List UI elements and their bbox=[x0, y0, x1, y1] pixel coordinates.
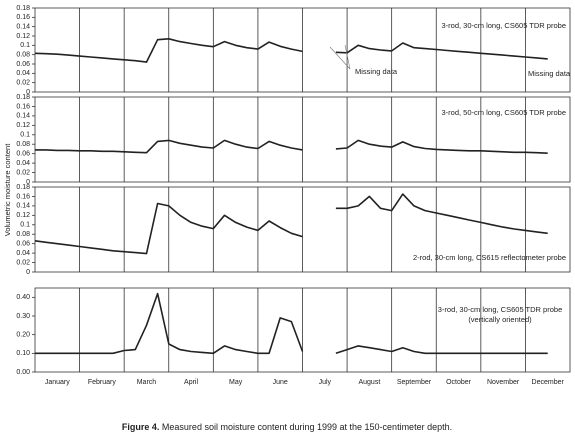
annotation: 2-rod, 30-cm long, CS615 reflectometer p… bbox=[413, 253, 566, 262]
caption-text: Measured soil moisture content during 19… bbox=[162, 422, 452, 432]
y-tick-label: 0.12 bbox=[16, 122, 30, 129]
annotation: Missing data bbox=[528, 69, 571, 78]
annotation: 3-rod, 30-cm long, CS605 TDR probe bbox=[441, 21, 566, 30]
y-tick-label: 0.02 bbox=[16, 80, 30, 87]
y-tick-label: 0.02 bbox=[16, 169, 30, 176]
y-tick-label: 0.10 bbox=[16, 350, 30, 357]
x-tick-label: March bbox=[137, 379, 157, 386]
annotation: Missing data bbox=[355, 67, 398, 76]
y-tick-label: 0 bbox=[26, 269, 30, 276]
y-tick-label: 0.1 bbox=[20, 132, 30, 139]
y-tick-label: 0.1 bbox=[20, 42, 30, 49]
annotation: 3-rod, 30-cm long, CS605 TDR probe bbox=[438, 305, 563, 314]
x-tick-label: July bbox=[319, 379, 332, 386]
y-tick-label: 0.12 bbox=[16, 33, 30, 40]
x-tick-label: August bbox=[358, 379, 380, 386]
annotation: 3-rod, 50-cm long, CS605 TDR probe bbox=[441, 108, 566, 117]
y-tick-label: 0.04 bbox=[16, 250, 30, 257]
x-tick-label: April bbox=[184, 379, 198, 386]
y-tick-label: 0.04 bbox=[16, 70, 30, 77]
y-tick-label: 0.02 bbox=[16, 259, 30, 266]
x-tick-label: November bbox=[487, 379, 520, 386]
y-tick-label: 0.06 bbox=[16, 241, 30, 248]
y-tick-label: 0 bbox=[26, 179, 30, 186]
y-tick-label: 0.06 bbox=[16, 151, 30, 158]
y-tick-label: 0.30 bbox=[16, 313, 30, 320]
x-tick-label: February bbox=[88, 379, 117, 386]
y-tick-label: 0.16 bbox=[16, 193, 30, 200]
y-tick-label: 0.18 bbox=[16, 184, 30, 191]
y-tick-label: 0.18 bbox=[16, 94, 30, 101]
y-axis-label: Volumetric moisture content bbox=[3, 143, 12, 236]
y-tick-label: 0.06 bbox=[16, 61, 30, 68]
x-tick-label: June bbox=[273, 379, 288, 386]
y-tick-label: 0.14 bbox=[16, 113, 30, 120]
y-tick-label: 0.08 bbox=[16, 52, 30, 59]
y-tick-label: 0.14 bbox=[16, 24, 30, 31]
x-tick-label: May bbox=[229, 379, 243, 386]
caption: Figure 4. Measured soil moisture content… bbox=[122, 422, 452, 432]
y-tick-label: 0.04 bbox=[16, 160, 30, 167]
y-tick-label: 0.40 bbox=[16, 294, 30, 301]
y-tick-label: 0.18 bbox=[16, 5, 30, 12]
leader-line bbox=[344, 44, 351, 70]
caption-label: Figure 4. bbox=[122, 422, 160, 432]
x-tick-label: January bbox=[45, 379, 70, 386]
y-tick-label: 0.08 bbox=[16, 141, 30, 148]
x-tick-label: September bbox=[397, 379, 432, 386]
x-tick-label: December bbox=[532, 379, 565, 386]
y-tick-label: 0.16 bbox=[16, 103, 30, 110]
x-tick-label: October bbox=[446, 379, 472, 386]
leader-line bbox=[329, 46, 351, 70]
y-tick-label: 0.16 bbox=[16, 14, 30, 21]
y-tick-label: 0 bbox=[26, 89, 30, 96]
y-tick-label: 0.20 bbox=[16, 332, 30, 339]
y-tick-label: 0.12 bbox=[16, 212, 30, 219]
y-tick-label: 0.08 bbox=[16, 231, 30, 238]
y-tick-label: 0.14 bbox=[16, 203, 30, 210]
y-tick-label: 0.1 bbox=[20, 222, 30, 229]
y-tick-label: 0.00 bbox=[16, 369, 30, 376]
annotation: (vertically oriented) bbox=[468, 315, 532, 324]
